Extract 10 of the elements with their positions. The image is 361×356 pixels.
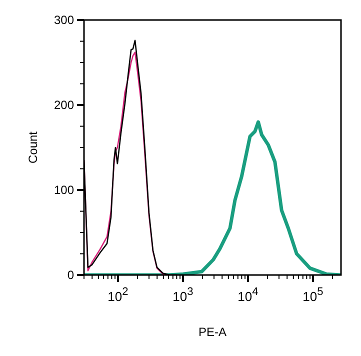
y-tick-label: 300 — [54, 13, 74, 27]
x-tick-label: 10$^{5}$ — [302, 286, 324, 304]
x-tick-label: 10$^{4}$ — [238, 286, 258, 304]
y-tick-label: 0 — [67, 268, 74, 282]
y-axis-title: Count — [26, 130, 40, 164]
x-axis-title: PE-A — [198, 325, 227, 339]
x-tick-label: 10$^{3}$ — [172, 286, 194, 304]
x-tick-label: 10$^{2}$ — [108, 286, 128, 304]
y-tick-label: 100 — [54, 183, 74, 197]
y-tick-label: 200 — [54, 98, 74, 112]
